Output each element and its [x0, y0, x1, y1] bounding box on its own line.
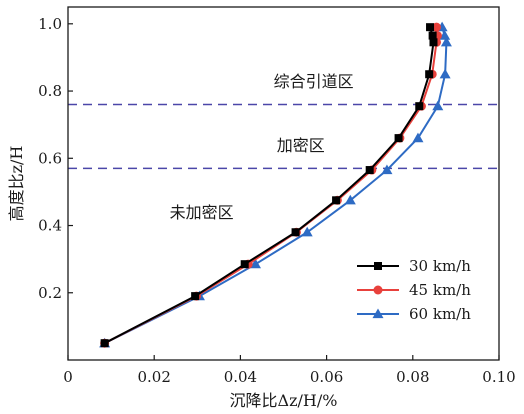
series-2 — [99, 21, 452, 348]
zone-label: 未加密区 — [170, 203, 234, 222]
data-point — [240, 260, 249, 269]
x-axis-title: 沉降比Δz/H/% — [230, 391, 338, 410]
x-tick-label: 0 — [63, 368, 73, 386]
data-point — [432, 22, 442, 32]
data-series — [99, 21, 452, 348]
data-point — [291, 228, 300, 237]
data-point — [428, 31, 437, 40]
data-point — [432, 100, 444, 111]
data-point — [394, 134, 403, 143]
series-1 — [100, 22, 442, 348]
legend-label: 30 km/h — [409, 257, 471, 275]
data-point — [301, 226, 313, 237]
data-point — [426, 23, 435, 32]
data-point — [374, 262, 382, 270]
y-tick-label: 0.4 — [38, 217, 62, 235]
x-tick-label: 0.06 — [310, 368, 343, 386]
zone-label: 加密区 — [277, 136, 325, 155]
y-tick-label: 0.8 — [38, 82, 62, 100]
x-tick-label: 0.08 — [396, 368, 429, 386]
data-point — [429, 38, 438, 47]
legend-label: 45 km/h — [409, 281, 471, 299]
data-point — [440, 36, 452, 47]
series-line — [104, 27, 439, 345]
data-point — [191, 292, 200, 301]
legend: 30 km/h 45 km/h 60 km/h — [357, 257, 471, 323]
x-tick-label: 0.04 — [224, 368, 257, 386]
data-point — [439, 30, 451, 40]
data-point — [439, 68, 451, 79]
series-line — [104, 26, 435, 345]
zone-boundary-lines — [68, 103, 499, 170]
plot-frame — [67, 6, 500, 361]
x-axis: 0 0.02 0.04 0.06 0.08 0.10 — [63, 355, 516, 386]
data-point — [373, 285, 383, 295]
y-tick-label: 0.6 — [38, 149, 62, 167]
y-axis: 0.2 0.4 0.6 0.8 1.0 — [38, 15, 73, 302]
y-tick-label: 0.2 — [38, 284, 62, 302]
x-tick-label: 0.02 — [137, 368, 170, 386]
x-tick-label: 0.10 — [482, 368, 515, 386]
data-point — [100, 339, 109, 348]
series-0 — [100, 23, 438, 348]
y-axis-title: 高度比z/H — [7, 146, 26, 222]
data-point — [381, 164, 393, 175]
data-point — [415, 102, 424, 111]
data-point — [365, 166, 374, 175]
data-point — [344, 194, 356, 205]
data-point — [372, 308, 384, 319]
data-point — [249, 258, 261, 269]
data-point — [425, 70, 434, 79]
zone-label: 综合引道区 — [274, 72, 354, 91]
data-point — [412, 132, 424, 143]
data-point — [332, 196, 341, 205]
legend-label: 60 km/h — [409, 305, 471, 323]
y-tick-label: 1.0 — [38, 15, 62, 33]
